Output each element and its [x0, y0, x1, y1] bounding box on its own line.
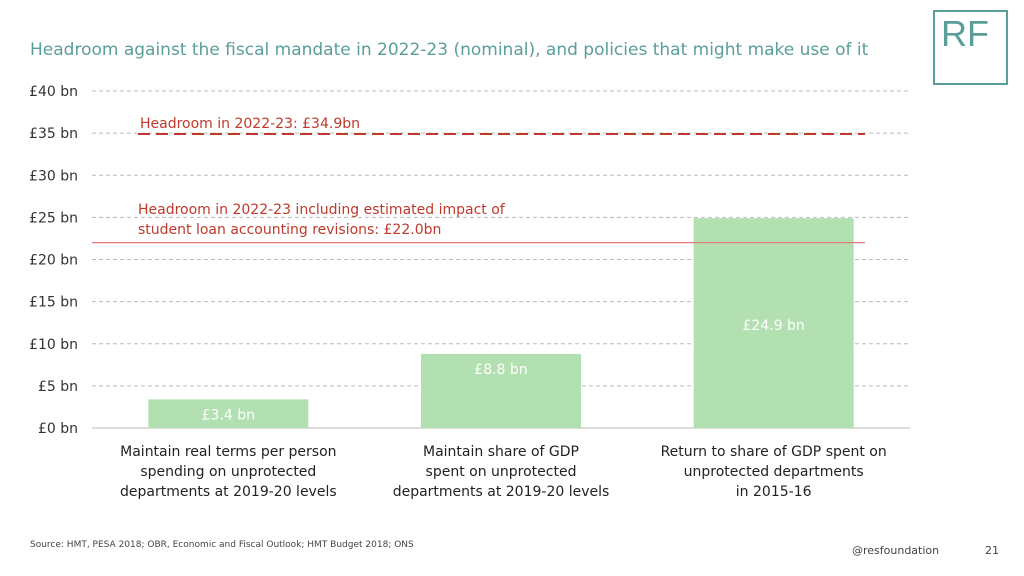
headroom-revised-label: student loan accounting revisions: £22.0… [138, 222, 441, 238]
headroom-label: Headroom in 2022-23: £34.9bn [140, 116, 360, 132]
bar-data-label: £24.9 bn [743, 318, 805, 334]
bar-data-label: £8.8 bn [474, 362, 527, 378]
bar [148, 399, 309, 428]
x-category-label: Maintain real terms per person [120, 444, 336, 460]
bar [693, 218, 854, 428]
x-category-label: Maintain share of GDP [423, 444, 579, 460]
y-tick-label: £0 bn [38, 421, 78, 437]
x-category-label: departments at 2019-20 levels [393, 484, 610, 500]
x-category-label: Return to share of GDP spent on [661, 444, 887, 460]
x-category-label: spending on unprotected [140, 464, 316, 480]
headroom-revised-label: Headroom in 2022-23 including estimated … [138, 202, 506, 218]
y-tick-label: £5 bn [38, 379, 78, 395]
rf-logo: RF [933, 10, 1008, 85]
x-axis-labels: Maintain real terms per person spending o… [120, 444, 887, 500]
y-tick-label: £20 bn [29, 253, 78, 269]
x-category-label: unprotected departments [684, 464, 864, 480]
y-tick-label: £40 bn [29, 84, 78, 100]
reference-lines: Headroom in 2022-23: £34.9bn Headroom in … [92, 116, 865, 244]
y-tick-label: £35 bn [29, 126, 78, 142]
twitter-handle: @resfoundation [852, 544, 940, 557]
source-note: Source: HMT, PESA 2018; OBR, Economic an… [30, 540, 414, 550]
x-category-label: departments at 2019-20 levels [120, 484, 337, 500]
y-axis-ticks: £0 bn £5 bn £10 bn £15 bn £20 bn £25 bn £30 bn… [29, 84, 78, 437]
x-category-label: spent on unprotected [426, 464, 577, 480]
y-tick-label: £15 bn [29, 295, 78, 311]
bar [421, 353, 581, 428]
chart-title: Headroom against the fiscal mandate in 2… [30, 40, 869, 60]
x-category-label: in 2015-16 [736, 484, 812, 500]
y-tick-label: £10 bn [29, 337, 78, 353]
page-number: 21 [985, 544, 999, 557]
y-tick-label: £25 bn [29, 210, 78, 226]
y-tick-label: £30 bn [29, 168, 78, 184]
bars: £3.4 bn £8.8 bn £24.9 bn [148, 218, 854, 428]
bar-data-label: £3.4 bn [202, 407, 255, 423]
